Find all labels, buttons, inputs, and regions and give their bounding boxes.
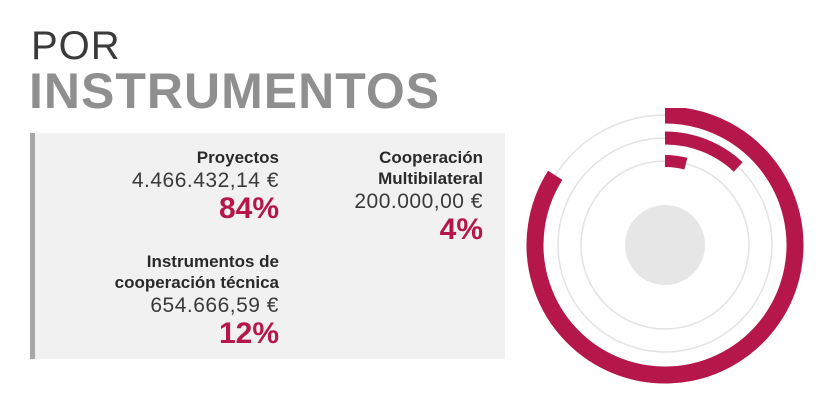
legend-item-proyectos: Proyectos 4.466.432,14 € 84% [132,147,279,225]
legend-label: Proyectos [196,148,279,167]
title-line-2: INSTRUMENTOS [29,63,441,119]
legend-label: cooperación técnica [114,273,279,292]
title-line-1: POR [31,24,121,68]
legend-amount: 4.466.432,14 € [131,169,279,192]
ring-bar-2 [664,131,743,172]
chart-center-disc [625,205,705,285]
legend-percent: 4% [439,213,483,246]
legend-amount: 200.000,00 € [354,190,483,213]
ring-bar-1 [526,108,804,384]
legend-label: Instrumentos de [146,252,279,271]
legend-percent: 84% [218,192,279,225]
ring-bar-3 [664,155,688,170]
legend-item-cooperacion-multibilateral: Cooperación Multibilateral 200.000,00 € … [354,147,483,246]
legend-panel: Proyectos 4.466.432,14 € 84% Cooperación… [30,133,505,359]
legend-percent: 12% [218,317,279,350]
legend-label: Cooperación [379,148,483,167]
radial-bar-chart [526,108,804,384]
legend-amount: 654.666,59 € [150,294,279,317]
legend-item-instrumentos-cooperacion-tecnica: Instrumentos de cooperación técnica 654.… [115,251,279,350]
legend-label: Multibilateral [378,169,483,188]
